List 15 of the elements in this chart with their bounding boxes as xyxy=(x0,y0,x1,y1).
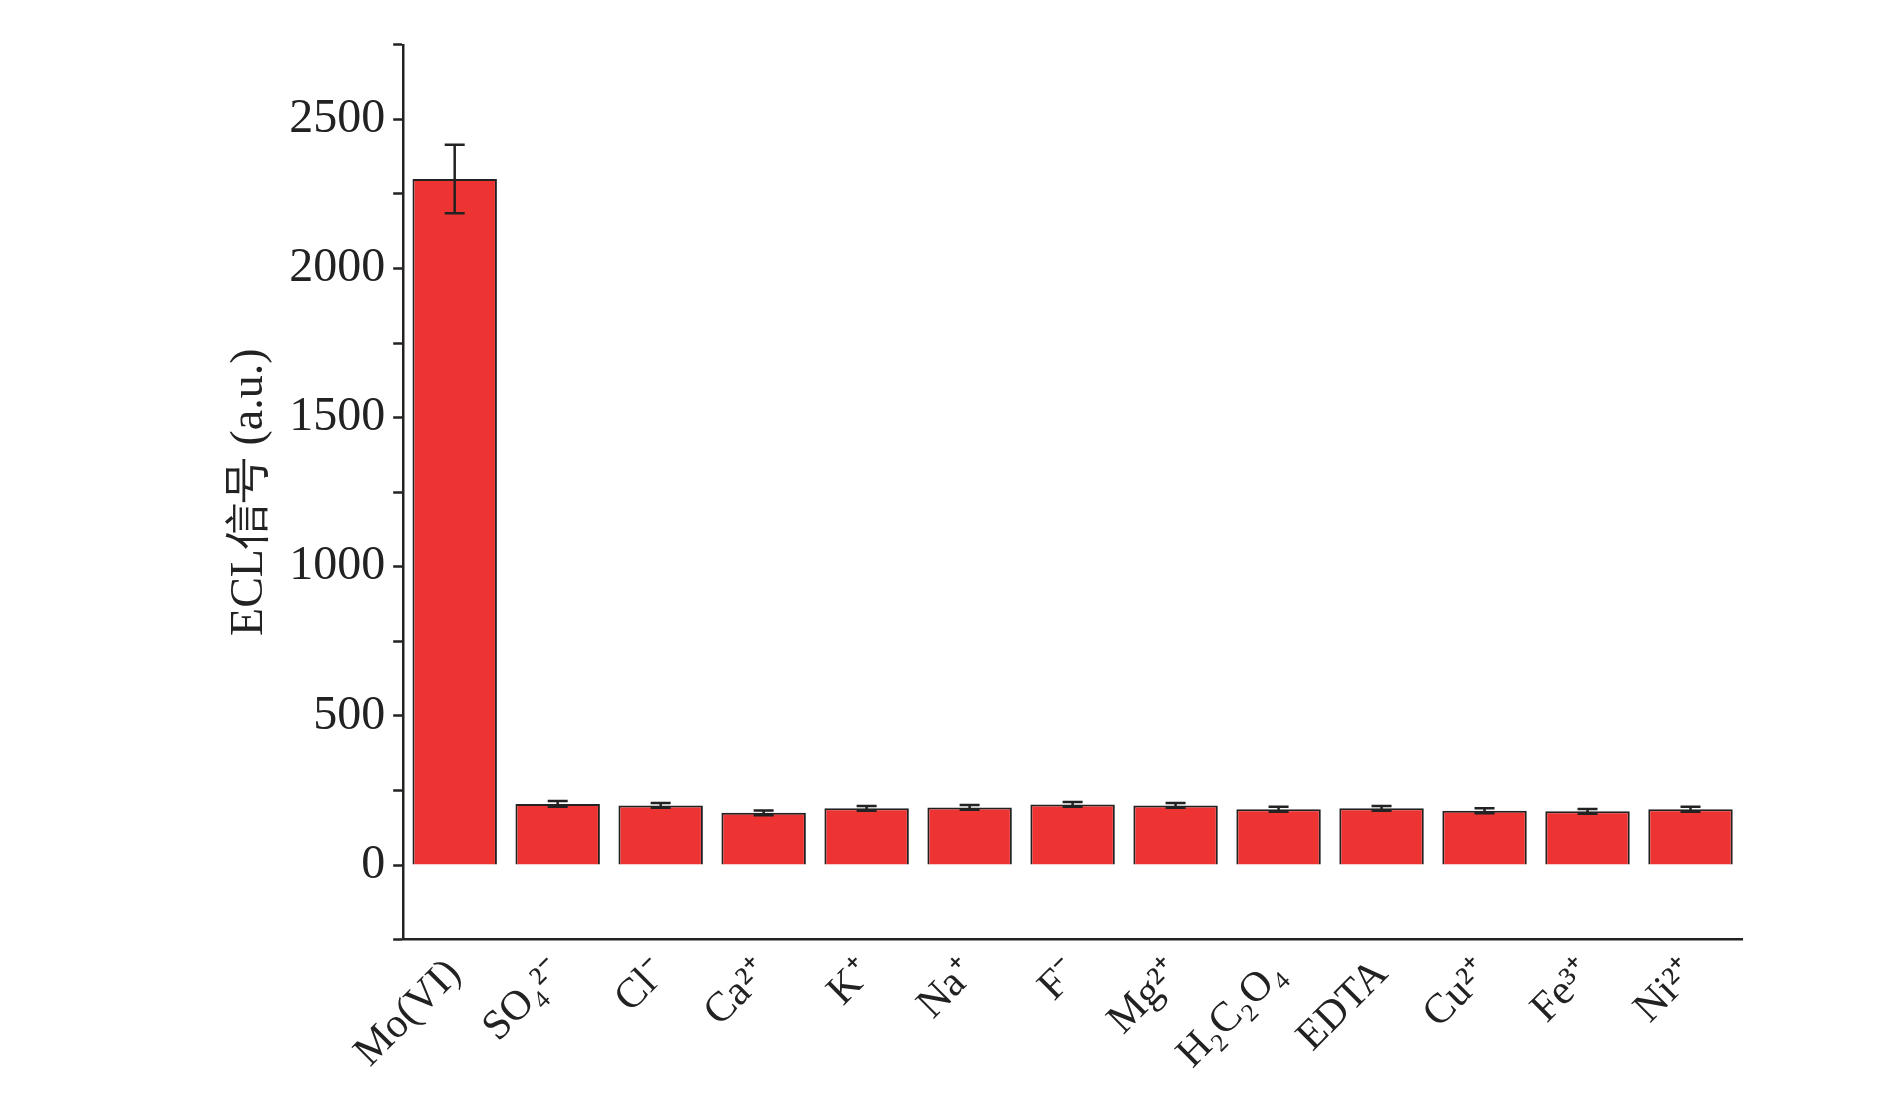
x-tick-label: K⁺ xyxy=(816,949,881,1013)
x-tick-label: Cu²⁺ xyxy=(1412,949,1499,1036)
x-tick-label: Na⁺ xyxy=(906,949,984,1027)
x-tick-label: Cl⁻ xyxy=(604,949,675,1020)
x-tick-label: F⁻ xyxy=(1027,949,1087,1008)
x-tick-label: Fe³⁺ xyxy=(1520,949,1602,1031)
x-tick-label: Ni²⁺ xyxy=(1623,949,1705,1031)
y-tick-label: 500 xyxy=(313,685,386,739)
y-tick-label: 0 xyxy=(361,834,386,888)
x-tick-label: Ca²⁺ xyxy=(693,949,778,1034)
y-axis-title: ECL信号 (a.u.) xyxy=(220,348,272,636)
y-tick-label: 1500 xyxy=(289,387,386,441)
y-tick-label: 1000 xyxy=(289,536,386,590)
y-tick-label: 2500 xyxy=(289,88,386,142)
y-tick-label: 2000 xyxy=(289,238,386,292)
